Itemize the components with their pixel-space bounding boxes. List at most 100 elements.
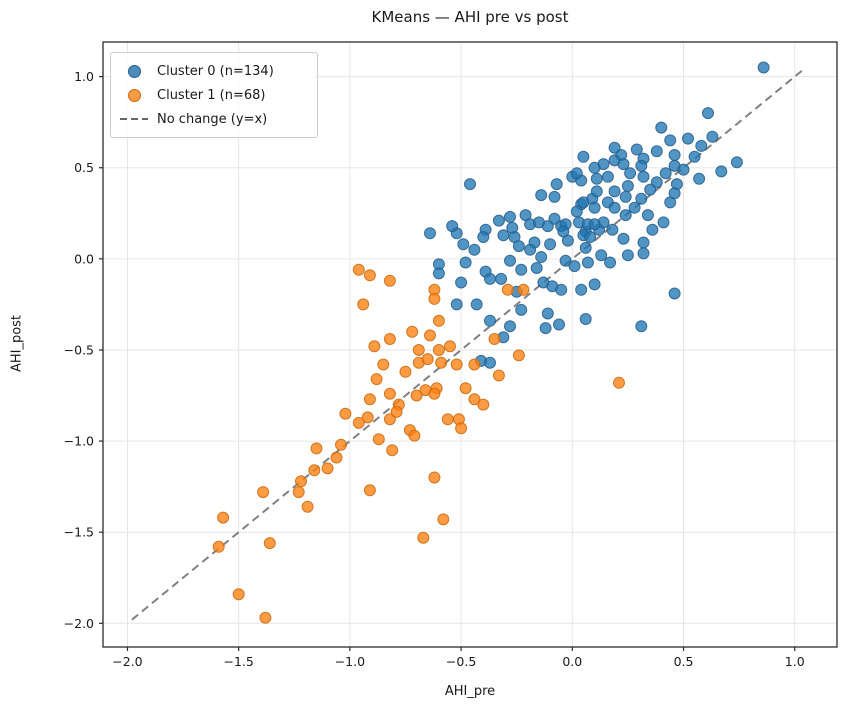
data-point-cluster0 [706,130,719,143]
data-point-cluster0 [757,61,770,74]
data-point-cluster1 [363,393,376,406]
legend-item-no-change-line: No change (y=x) [119,107,307,131]
data-point-cluster1 [492,369,505,382]
data-point-cluster1 [295,475,307,488]
data-point-cluster1 [352,263,365,276]
data-point-cluster1 [263,537,276,550]
data-point-cluster1 [613,376,625,389]
data-point-cluster1 [455,422,468,435]
data-point-cluster1 [477,398,490,411]
data-point-cluster0 [624,167,637,180]
data-point-cluster0 [570,205,583,218]
data-point-cluster0 [450,298,463,311]
data-point-cluster0 [601,170,614,183]
data-point-cluster0 [695,139,708,152]
data-point-cluster0 [559,254,572,267]
data-point-cluster0 [541,307,554,320]
data-point-cluster1 [377,358,390,371]
data-point-cluster1 [421,353,434,366]
data-point-cluster0 [730,156,743,169]
data-point-cluster0 [635,159,648,172]
x-tick-label: −2.0 [112,654,142,669]
data-point-cluster0 [464,178,476,191]
data-point-cluster0 [595,249,608,262]
y-tick-label: 0.0 [74,251,94,266]
data-point-cluster1 [390,405,403,418]
y-tick-label: −1.0 [64,434,94,449]
data-point-cluster0 [659,167,672,180]
data-point-cluster1 [212,540,225,553]
data-point-cluster0 [535,251,548,263]
y-tick-label: −0.5 [64,342,94,357]
data-point-cluster0 [650,145,663,158]
data-point-cluster1 [383,274,396,287]
data-point-cluster1 [410,389,423,402]
data-point-cluster1 [417,531,430,544]
x-axis-label: AHI_pre [444,684,496,699]
data-point-cluster0 [484,356,496,369]
data-point-cluster1 [428,471,441,484]
data-point-cluster0 [655,121,668,134]
data-point-cluster0 [506,221,519,234]
data-point-cluster0 [530,262,543,274]
data-point-cluster1 [424,329,436,342]
data-point-cluster1 [370,373,383,386]
data-point-cluster0 [637,170,650,183]
legend-label: Cluster 1 (n=68) [157,87,266,103]
data-point-cluster0 [581,256,594,269]
data-point-cluster1 [232,588,245,601]
data-point-cluster1 [399,365,412,378]
data-point-cluster1 [437,513,450,526]
data-point-cluster1 [383,413,396,426]
chart-title: KMeans — AHI pre vs post [371,8,569,26]
data-point-cluster0 [637,247,650,260]
data-point-cluster0 [619,190,632,203]
axes-frame [102,41,838,648]
data-point-cluster0 [590,185,603,198]
data-point-cluster0 [630,143,643,156]
y-tick-label: 0.5 [74,160,94,175]
data-point-cluster1 [435,356,448,369]
data-point-cluster1 [488,333,501,345]
data-point-cluster0 [579,313,592,325]
data-point-cluster1 [321,462,334,475]
data-point-cluster1 [432,314,445,327]
legend-label: No change (y=x) [157,111,268,127]
data-point-cluster1 [335,438,347,451]
data-point-cluster0 [588,201,601,214]
data-point-cluster0 [693,172,706,185]
data-point-cluster1 [301,500,314,513]
x-tick-label: 0.0 [562,654,582,669]
data-point-cluster0 [621,249,634,262]
y-tick-label: −2.0 [64,616,94,631]
data-point-cluster1 [428,292,441,305]
data-point-cluster0 [495,272,508,285]
data-point-cluster1 [386,444,399,457]
data-point-cluster0 [668,149,681,161]
data-point-cluster0 [477,231,490,243]
data-point-cluster0 [424,227,436,240]
data-point-cluster0 [635,320,648,333]
data-point-cluster0 [561,234,574,247]
data-point-cluster0 [668,187,681,200]
no-change-line [131,68,805,621]
data-point-cluster0 [455,276,468,289]
data-point-cluster0 [617,158,630,171]
data-point-cluster0 [468,243,481,256]
data-point-cluster0 [588,278,601,291]
data-point-cluster0 [492,214,505,227]
data-point-cluster0 [548,190,561,203]
data-point-cluster0 [535,189,548,202]
x-tick-label: −1.0 [335,654,365,669]
data-point-cluster0 [432,267,445,280]
data-point-cluster1 [468,393,481,406]
data-point-cluster1 [512,349,525,362]
data-point-cluster0 [628,201,641,214]
legend: Cluster 0 (n=134) Cluster 1 (n=68) No ch… [110,52,318,138]
data-point-cluster1 [339,407,352,420]
data-point-cluster0 [637,236,650,249]
cluster0-marker-icon [119,64,149,78]
data-point-cluster0 [568,260,581,273]
